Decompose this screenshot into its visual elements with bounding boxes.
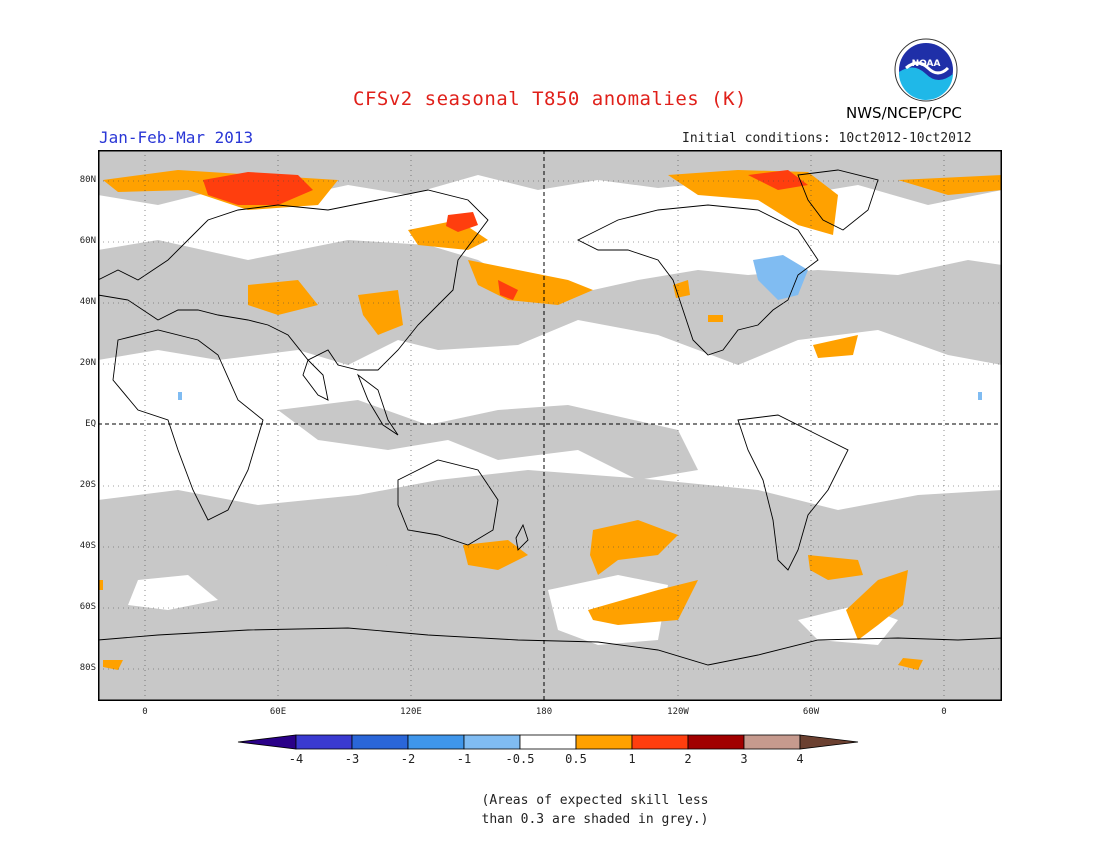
colorbar-label: 4 xyxy=(796,752,804,766)
colorbar-segment xyxy=(295,734,353,750)
colorbar-segment xyxy=(687,734,745,750)
lat-label: 60S xyxy=(79,602,96,612)
lon-label: 60W xyxy=(802,707,820,717)
colorbar-label: 3 xyxy=(740,752,748,766)
lat-label: 80N xyxy=(79,175,96,185)
lat-label: 40N xyxy=(79,297,96,307)
colorbar-segment xyxy=(631,734,689,750)
lat-label: 20N xyxy=(79,358,96,368)
colorbar-label: 0.5 xyxy=(565,752,587,766)
gridlines xyxy=(98,150,1002,701)
lon-label: 180 xyxy=(535,707,553,717)
colorbar-segment xyxy=(351,734,409,750)
colorbar-arrow-high xyxy=(799,734,859,750)
colorbar-label: -2 xyxy=(400,752,416,766)
colorbar-segment xyxy=(407,734,465,750)
logo-text: NOAA xyxy=(912,59,941,69)
strong-warm-anomalies xyxy=(203,170,808,300)
agency-label: NWS/NCEP/CPC xyxy=(846,104,962,122)
lat-label: 80S xyxy=(79,663,96,673)
lon-label: 120W xyxy=(667,707,689,717)
lon-label: 0 xyxy=(142,707,148,717)
noaa-logo: NOAA xyxy=(894,38,958,102)
skill-note-line1: (Areas of expected skill less xyxy=(481,793,709,808)
lon-label: 60E xyxy=(269,707,287,717)
colorbar-segment xyxy=(463,734,521,750)
skill-note-line2: than 0.3 are shaded in grey.) xyxy=(481,812,709,827)
colorbar xyxy=(237,734,859,750)
lat-label: 40S xyxy=(79,541,96,551)
map-frame xyxy=(98,150,1002,701)
lat-label: 60N xyxy=(79,236,96,246)
lat-label: 20S xyxy=(79,480,96,490)
colorbar-segment xyxy=(743,734,801,750)
anomaly-map xyxy=(98,150,1002,701)
lat-label: EQ xyxy=(85,419,96,429)
colorbar-label: -4 xyxy=(288,752,304,766)
lon-label: 0 xyxy=(941,707,947,717)
initial-conditions: Initial conditions: 10ct2012-10ct2012 xyxy=(682,131,972,146)
colorbar-label: -0.5 xyxy=(505,752,535,766)
colorbar-label: -1 xyxy=(456,752,472,766)
colorbar-label: 2 xyxy=(684,752,692,766)
colorbar-segments xyxy=(237,734,859,750)
colorbar-label: -3 xyxy=(344,752,360,766)
chart-title: CFSv2 seasonal T850 anomalies (K) xyxy=(353,88,747,110)
colorbar-arrow-low xyxy=(237,734,297,750)
colorbar-label: 1 xyxy=(628,752,636,766)
lon-label: 120E xyxy=(400,707,422,717)
forecast-period: Jan-Feb-Mar 2013 xyxy=(99,128,254,147)
colorbar-segment xyxy=(519,734,577,750)
coastlines xyxy=(98,169,1002,666)
cool-anomalies xyxy=(178,255,982,400)
colorbar-segment xyxy=(575,734,633,750)
